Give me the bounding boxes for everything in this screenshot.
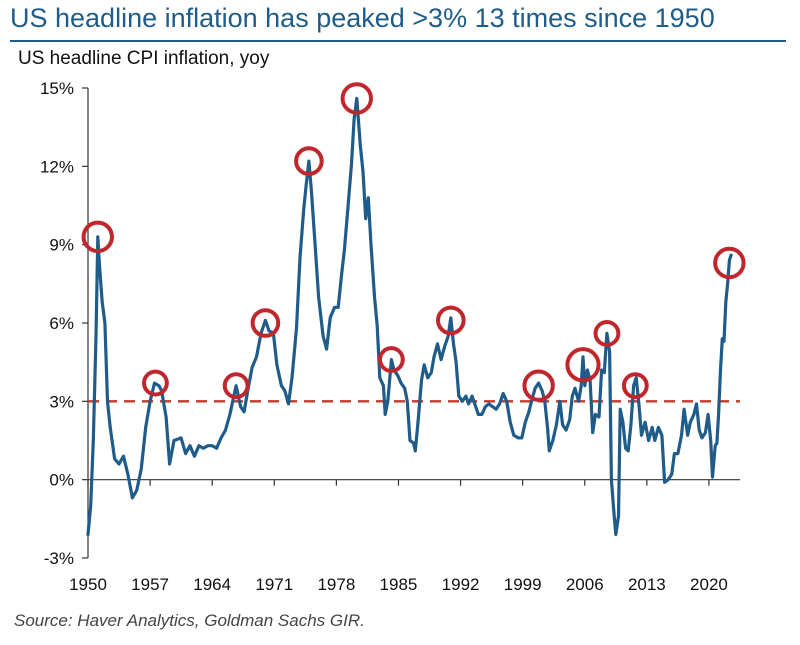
peak-circle-3 <box>222 372 250 400</box>
peak-circle-13 <box>713 246 746 280</box>
peak-markers <box>81 82 746 402</box>
peak-circle-7 <box>377 346 405 373</box>
chart-subtitle: US headline CPI inflation, yoy <box>18 48 270 69</box>
peak-circle-1 <box>81 220 114 254</box>
y-tick-label: 3% <box>49 392 74 411</box>
x-axis-ticks: 1950 1957 1964 1971 1978 1985 1992 1999 2006 2013… <box>69 479 728 594</box>
y-tick-label: 15% <box>40 79 74 98</box>
peak-circle-9 <box>522 369 555 402</box>
peak-circle-4 <box>250 308 281 338</box>
chart-title: US headline inflation has peaked >3% 13 … <box>10 3 715 33</box>
x-tick-label: 1971 <box>255 575 293 594</box>
peak-circle-10 <box>565 347 601 383</box>
x-tick-label: 1978 <box>317 575 355 594</box>
peak-circle-6 <box>340 82 373 115</box>
peak-circle-2 <box>142 369 169 397</box>
peak-circle-5 <box>294 146 324 176</box>
y-tick-label: 12% <box>40 157 74 176</box>
x-tick-label: 1992 <box>442 575 480 594</box>
x-tick-label: 1985 <box>380 575 418 594</box>
x-tick-label: 2006 <box>566 575 604 594</box>
x-tick-label: 1950 <box>69 575 107 594</box>
y-tick-label: -3% <box>44 549 74 568</box>
cpi-inflation-series-line <box>86 96 733 537</box>
source-note: Source: Haver Analytics, Goldman Sachs G… <box>14 611 365 630</box>
y-tick-label: 6% <box>49 314 74 333</box>
peak-circle-8 <box>436 305 466 336</box>
y-tick-label: 0% <box>49 471 74 490</box>
title-divider <box>10 40 786 42</box>
y-axis-ticks: 15% 12% 9% 6% 3% 0% -3% <box>40 79 88 568</box>
x-tick-label: 2020 <box>690 575 728 594</box>
y-tick-label: 9% <box>49 236 74 255</box>
x-tick-label: 1964 <box>193 575 231 594</box>
peak-circle-12 <box>621 372 649 400</box>
peak-circle-11 <box>593 320 621 347</box>
x-tick-label: 1957 <box>131 575 169 594</box>
x-tick-label: 2013 <box>628 575 666 594</box>
x-tick-label: 1999 <box>504 575 542 594</box>
